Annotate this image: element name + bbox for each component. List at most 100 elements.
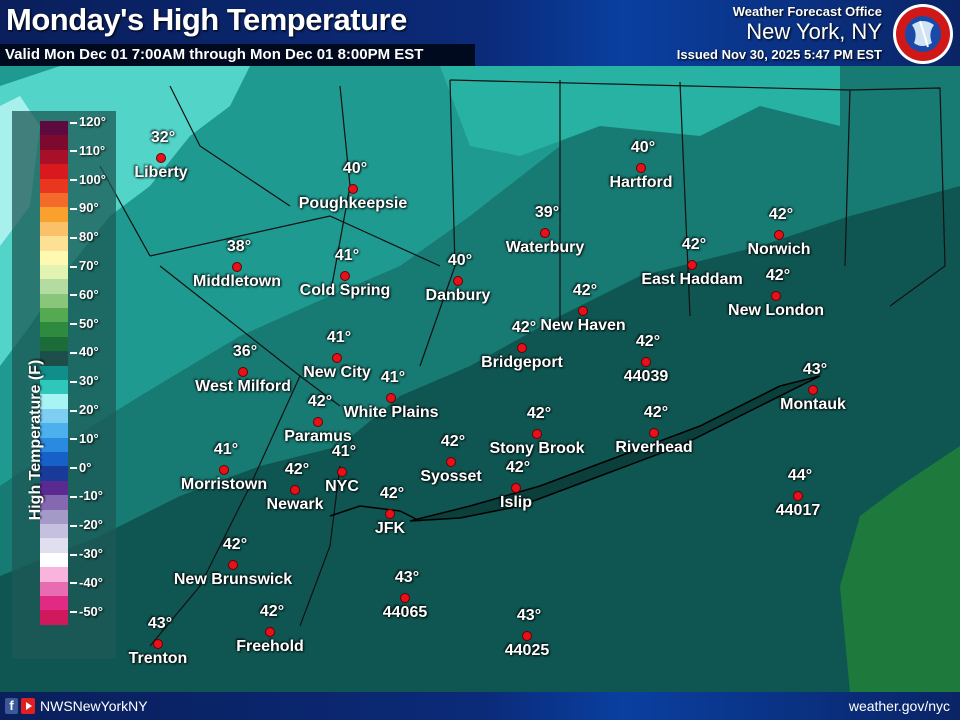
station-temp: 42° (511, 319, 537, 336)
legend-tick: 10° (70, 431, 99, 446)
station-dot (540, 228, 550, 238)
station-dot (228, 560, 238, 570)
office-info: Weather Forecast Office New York, NY Iss… (677, 4, 882, 62)
header: Monday's High Temperature Valid Mon Dec … (0, 0, 960, 66)
station-temp: 42° (635, 333, 661, 350)
legend-tick: 60° (70, 287, 99, 302)
legend-title: High Temperature (F) (27, 359, 44, 521)
legend-band (40, 336, 68, 352)
legend-band (40, 164, 68, 179)
station-name: 44039 (623, 368, 669, 385)
station-temp: 41° (326, 329, 352, 346)
legend-band (40, 207, 68, 222)
legend-band (40, 308, 68, 323)
legend-band (40, 394, 68, 409)
station-temp: 40° (630, 139, 656, 156)
station-dot (400, 593, 410, 603)
temperature-map (0, 66, 960, 692)
legend-tick: 110° (70, 143, 105, 158)
legend-band (40, 250, 68, 265)
website-link[interactable]: weather.gov/nyc (848, 698, 950, 714)
legend-band (40, 466, 68, 481)
legend-color-bar (40, 121, 68, 625)
legend-band (40, 495, 68, 510)
station-temp: 42° (768, 206, 794, 223)
station-dot (511, 483, 521, 493)
office-label: Weather Forecast Office (732, 4, 882, 19)
station-dot (332, 353, 342, 363)
boundaries (99, 79, 946, 647)
legend-tick: 70° (70, 258, 99, 273)
station-temp: 36° (232, 343, 258, 360)
station-name: Newark (266, 496, 324, 513)
facebook-icon[interactable]: f (5, 698, 18, 714)
legend-tick: -30° (70, 546, 103, 561)
legend-tick: -20° (70, 517, 103, 532)
station-temp: 42° (681, 236, 707, 253)
station-name: Poughkeepsie (298, 195, 408, 212)
legend-band (40, 610, 68, 625)
station-temp: 32° (150, 129, 176, 146)
station-name: Morristown (180, 476, 268, 493)
station-dot (636, 163, 646, 173)
legend-tick: 40° (70, 344, 99, 359)
station-dot (348, 184, 358, 194)
station-name: Hartford (609, 174, 673, 191)
legend-band (40, 149, 68, 165)
station-name: Syosset (420, 468, 482, 485)
legend-band (40, 322, 68, 337)
legend-tick: 0° (70, 460, 91, 475)
legend-band (40, 595, 68, 611)
station-name: JFK (374, 520, 406, 537)
station-temp: 43° (802, 361, 828, 378)
footer: f NWSNewYorkNY weather.gov/nyc (0, 692, 960, 720)
legend-tick: -50° (70, 604, 103, 619)
youtube-icon[interactable] (21, 698, 35, 714)
station-name: New Brunswick (173, 571, 293, 588)
legend-band (40, 236, 68, 251)
station-name: Norwich (747, 241, 811, 258)
legend-tick: -40° (70, 575, 103, 590)
social-handle[interactable]: NWSNewYorkNY (40, 698, 148, 714)
station-temp: 44° (787, 467, 813, 484)
legend-band (40, 121, 68, 136)
station-dot (771, 291, 781, 301)
legend-band (40, 408, 68, 424)
station-dot (313, 417, 323, 427)
station-temp: 42° (307, 393, 333, 410)
station-dot (386, 393, 396, 403)
station-name: Paramus (284, 428, 352, 445)
station-name: Waterbury (505, 239, 585, 256)
station-name: Bridgeport (481, 354, 563, 371)
station-temp: 42° (440, 433, 466, 450)
station-dot (687, 260, 697, 270)
station-temp: 41° (380, 369, 406, 386)
station-temp: 42° (765, 267, 791, 284)
station-temp: 42° (526, 405, 552, 422)
station-temp: 38° (226, 238, 252, 255)
station-dot (446, 457, 456, 467)
station-name: West Milford (195, 378, 291, 395)
legend-tick: 20° (70, 402, 99, 417)
station-temp: 39° (534, 204, 560, 221)
station-name: Middletown (193, 273, 281, 290)
station-dot (641, 357, 651, 367)
station-dot (649, 428, 659, 438)
station-name: 44065 (382, 604, 428, 621)
station-temp: 42° (379, 485, 405, 502)
legend-band (40, 538, 68, 553)
legend-band (40, 351, 68, 366)
station-name: Stony Brook (489, 440, 585, 457)
legend-tick: 30° (70, 373, 99, 388)
legend-band (40, 581, 68, 596)
station-dot (578, 306, 588, 316)
station-temp: 42° (505, 459, 531, 476)
station-name: New Haven (540, 317, 626, 334)
legend-band (40, 380, 68, 395)
station-dot (340, 271, 350, 281)
legend-band (40, 509, 68, 524)
station-name: East Haddam (641, 271, 743, 288)
station-name: NYC (325, 478, 359, 495)
station-dot (265, 627, 275, 637)
legend-band (40, 221, 68, 237)
